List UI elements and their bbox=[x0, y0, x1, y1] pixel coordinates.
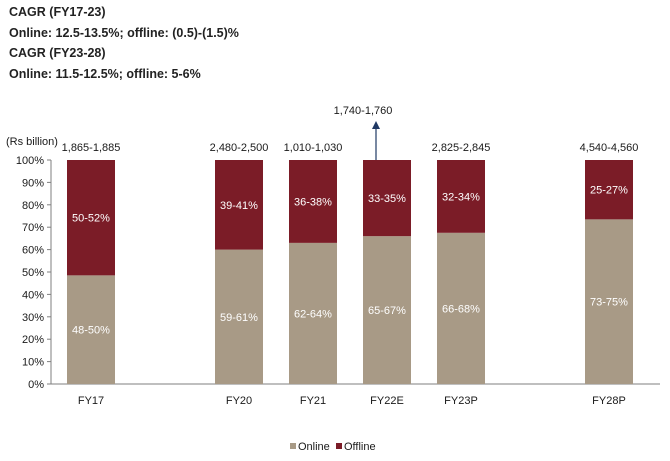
bar-online bbox=[363, 236, 411, 384]
total-label: 2,825-2,845 bbox=[432, 142, 491, 154]
bar-offline bbox=[289, 160, 337, 243]
y-tick-label: 70% bbox=[22, 222, 44, 234]
bar-online bbox=[437, 232, 485, 384]
cagr-heading-1: CAGR (FY17-23) bbox=[9, 5, 106, 19]
total-label: 1,865-1,885 bbox=[62, 142, 121, 154]
bar-online bbox=[289, 242, 337, 384]
x-tick-label: FY22E bbox=[370, 395, 404, 407]
cagr-detail-1: Online: 12.5-13.5%; offline: (0.5)-(1.5)… bbox=[9, 26, 239, 40]
y-tick-label: 30% bbox=[22, 312, 44, 324]
legend-label-offline: Offline bbox=[344, 441, 376, 453]
y-tick-label: 20% bbox=[22, 334, 44, 346]
online-data-label: 48-50% bbox=[72, 325, 110, 337]
bar-online bbox=[215, 249, 263, 384]
total-label: 1,740-1,760 bbox=[334, 105, 393, 117]
cagr-heading-2: CAGR (FY23-28) bbox=[9, 46, 106, 60]
x-tick-label: FY28P bbox=[592, 395, 626, 407]
bar-offline bbox=[215, 160, 263, 250]
bar-offline bbox=[67, 160, 115, 276]
x-tick-label: FY20 bbox=[226, 395, 252, 407]
total-arrow-head bbox=[372, 121, 380, 129]
y-tick-label: 0% bbox=[28, 379, 44, 391]
online-data-label: 65-67% bbox=[368, 305, 406, 317]
y-tick-label: 80% bbox=[22, 200, 44, 212]
bar-offline bbox=[363, 160, 411, 237]
total-label: 4,540-4,560 bbox=[580, 142, 639, 154]
y-tick-label: 10% bbox=[22, 357, 44, 369]
offline-data-label: 25-27% bbox=[590, 185, 628, 197]
legend-label-online: Online bbox=[298, 441, 330, 453]
offline-data-label: 36-38% bbox=[294, 196, 332, 208]
x-tick-label: FY17 bbox=[78, 395, 104, 407]
y-tick-label: 100% bbox=[16, 155, 44, 167]
online-data-label: 62-64% bbox=[294, 308, 332, 320]
bar-online bbox=[67, 275, 115, 384]
offline-data-label: 32-34% bbox=[442, 191, 480, 203]
bar-offline bbox=[585, 160, 633, 220]
offline-data-label: 39-41% bbox=[220, 200, 258, 212]
x-tick-label: FY23P bbox=[444, 395, 478, 407]
offline-data-label: 33-35% bbox=[368, 193, 406, 205]
y-tick-label: 90% bbox=[22, 177, 44, 189]
total-label: 1,010-1,030 bbox=[284, 142, 343, 154]
offline-data-label: 50-52% bbox=[72, 213, 110, 225]
bar-offline bbox=[437, 160, 485, 233]
y-tick-label: 40% bbox=[22, 289, 44, 301]
legend-swatch-online bbox=[290, 443, 296, 449]
y-tick-label: 60% bbox=[22, 245, 44, 257]
y-tick-label: 50% bbox=[22, 267, 44, 279]
legend-swatch-offline bbox=[336, 443, 342, 449]
online-data-label: 66-68% bbox=[442, 303, 480, 315]
x-tick-label: FY21 bbox=[300, 395, 326, 407]
total-label: 2,480-2,500 bbox=[210, 142, 269, 154]
online-data-label: 73-75% bbox=[590, 297, 628, 309]
bar-online bbox=[585, 219, 633, 384]
cagr-detail-2: Online: 11.5-12.5%; offline: 5-6% bbox=[9, 67, 201, 81]
online-data-label: 59-61% bbox=[220, 312, 258, 324]
y-axis-label: (Rs billion) bbox=[6, 136, 58, 148]
